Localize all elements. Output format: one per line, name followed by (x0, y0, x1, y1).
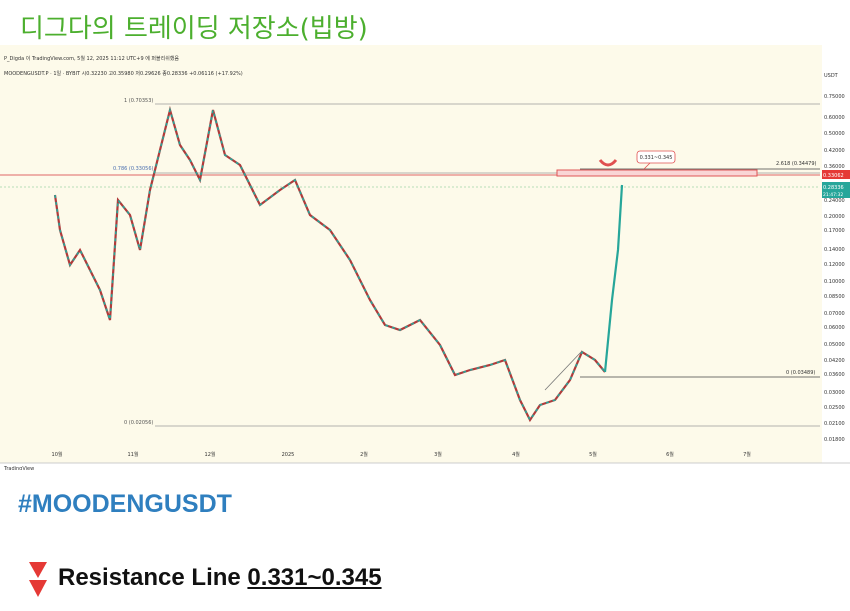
time-axis-label: 10월 (52, 451, 63, 458)
fib-label: 0 (0.02056) (124, 420, 153, 426)
resistance-range: 0.331~0.345 (247, 564, 382, 591)
price-axis-label: 0.20000 (824, 214, 845, 220)
price-axis-label: 0.02100 (824, 421, 845, 427)
time-axis-label: 11월 (128, 451, 139, 458)
annotation-box (636, 150, 676, 164)
price-axis-label: 0.08500 (824, 294, 845, 300)
annotation: 0.331~0.345 (640, 155, 673, 161)
price-series-breakout (603, 184, 624, 373)
price-axis-label: 0.04200 (824, 358, 845, 364)
down-icons (29, 562, 47, 597)
resistance-tag-bg (822, 170, 850, 179)
price-axis-label: 0.42000 (824, 148, 845, 154)
price-axis-label: 0.75000 (824, 94, 845, 100)
resistance-label: Resistance Line (58, 564, 241, 591)
price-axis-label: 0.36000 (824, 164, 845, 170)
time-axis-label: 4월 (512, 451, 520, 458)
time-axis-label: 2월 (360, 451, 368, 458)
price-axis-label: 0.05000 (824, 342, 845, 348)
chart-screenshot: P_Digda 이 TradingView.com, 5월 12, 2025 1… (0, 45, 850, 470)
price-axis-label: 0.03000 (824, 390, 845, 396)
time-axis-label: 5월 (589, 451, 597, 458)
price-scale-bg (822, 45, 850, 463)
fib-label: 1 (0.70353) (124, 98, 153, 104)
resistance-zone (556, 169, 758, 177)
price-axis-label: 0.10000 (824, 279, 845, 285)
triangle-icon (29, 562, 47, 578)
time-axis-label: 12월 (205, 451, 216, 458)
price-axis-label: 0.17000 (824, 228, 845, 234)
check-mark (598, 159, 618, 167)
countdown: 21:47:32 (823, 192, 843, 198)
price-axis-label: 0.14000 (824, 247, 845, 253)
price-axis-label: 0.02500 (824, 405, 845, 411)
trend-line (544, 350, 583, 391)
price-axis-label: 0.06000 (824, 325, 845, 331)
chart-bg (0, 45, 822, 463)
watermark: TradingView (3, 466, 34, 470)
resistance-line: Resistance Line 0.331~0.345 (58, 564, 382, 592)
price-axis-label: 0.12000 (824, 262, 845, 268)
ext-label: 0 (0.03489) (786, 370, 815, 376)
price-axis-label: 0.07000 (824, 311, 845, 317)
hashtag[interactable]: #MOODENGUSDT (18, 490, 232, 518)
fib-label: 0.786 (0.33056) (113, 166, 154, 172)
ext-label: 2.618 (0.34479) (776, 161, 817, 167)
price-axis-label: 0.01800 (824, 437, 845, 443)
price-series-up (54, 106, 606, 422)
time-axis-label: 2025 (282, 452, 295, 458)
time-axis-label: 7월 (743, 451, 751, 458)
price-tag-bg (822, 182, 850, 198)
resistance-tag: 0.33062 (823, 173, 844, 179)
triangle-icon (29, 580, 47, 597)
channel-title: 디그다의 트레이딩 저장소(빕방) (20, 14, 368, 44)
price-axis-label: 0.24000 (824, 198, 845, 204)
price-axis-label: 0.60000 (824, 115, 845, 121)
annotation-pointer (643, 162, 651, 170)
axis-unit: USDT (824, 73, 839, 79)
price-axis-label: 0.50000 (824, 131, 845, 137)
price-tag: 0.28336 (823, 185, 844, 191)
time-axis-label: 3월 (434, 451, 442, 458)
symbol-line: MOODENGUSDT.P · 1일 · BYBIT 시0.32230 고0.3… (4, 70, 243, 77)
price-axis-label: 0.03600 (824, 372, 845, 378)
time-axis-label: 6월 (666, 451, 674, 458)
publisher: P_Digda 이 TradingView.com, 5월 12, 2025 1… (4, 55, 179, 62)
